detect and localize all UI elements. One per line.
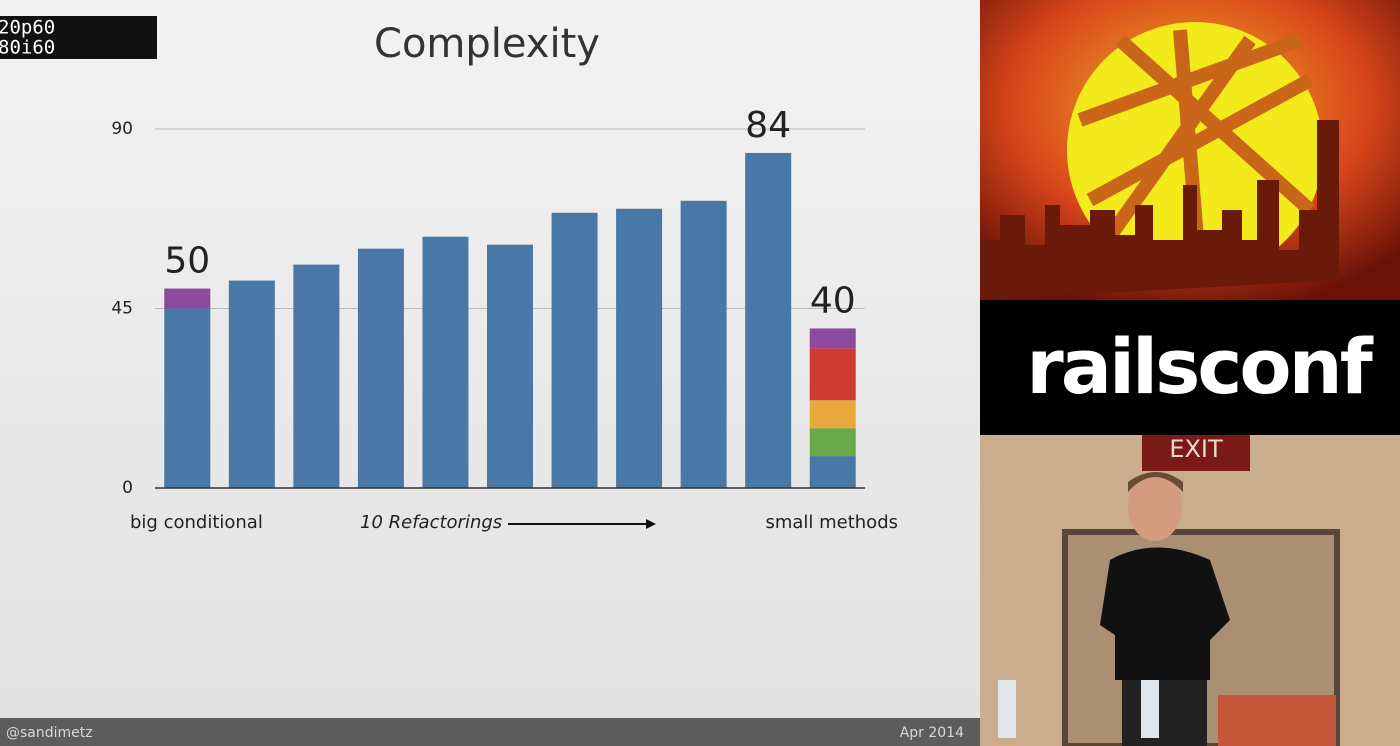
brand-band <box>980 300 1400 435</box>
total-label: 84 <box>745 105 791 146</box>
bar-segment <box>616 208 663 488</box>
bar-segment <box>809 456 856 488</box>
speaker-hair <box>1128 472 1183 492</box>
bar-segment <box>487 244 533 488</box>
annotation: small methods <box>765 512 898 533</box>
y-tick-label: 0 <box>122 478 133 498</box>
annotation: 10 Refactorings <box>360 512 502 533</box>
bar-segment <box>422 236 469 488</box>
total-label: 50 <box>164 241 210 282</box>
y-tick-label: 90 <box>111 119 133 139</box>
overlay-box <box>0 16 157 59</box>
exit-text: EXIT <box>1169 435 1223 463</box>
bottle <box>998 680 1016 738</box>
bar-segment <box>809 428 856 457</box>
total-label: 40 <box>810 280 856 321</box>
bar-segment <box>809 328 856 349</box>
bar-segment <box>809 348 856 401</box>
footer-handle: @sandimetz <box>6 725 93 741</box>
footer-date: Apr 2014 <box>900 725 964 741</box>
brand: railsconf <box>1026 322 1373 411</box>
bar-segment <box>680 200 727 489</box>
chart-title: Complexity <box>374 21 600 67</box>
y-tick-label: 45 <box>111 299 133 319</box>
exit-sign <box>1142 435 1250 471</box>
bar-segment <box>357 248 404 488</box>
annotation: big conditional <box>130 512 263 533</box>
bar-segment <box>745 152 792 488</box>
sidebar: railsconf EXIT <box>980 0 1400 746</box>
bar-segment <box>293 264 340 488</box>
bottle <box>1141 680 1159 738</box>
bar-segment <box>228 280 275 488</box>
bar-segment <box>809 400 856 429</box>
speaker-legs <box>1122 680 1207 746</box>
overlay-line: 20p60 <box>0 17 55 39</box>
speaker-body <box>1100 547 1230 680</box>
bar-segment <box>551 212 598 488</box>
arrow-head <box>646 519 656 529</box>
bar-segment <box>164 288 211 309</box>
footer-bar <box>0 718 980 746</box>
logo-skyline <box>980 120 1339 300</box>
bar-segment <box>164 308 211 488</box>
chair <box>1218 695 1336 746</box>
speaker-head <box>1128 473 1182 541</box>
overlay-line: 80i60 <box>0 37 55 59</box>
